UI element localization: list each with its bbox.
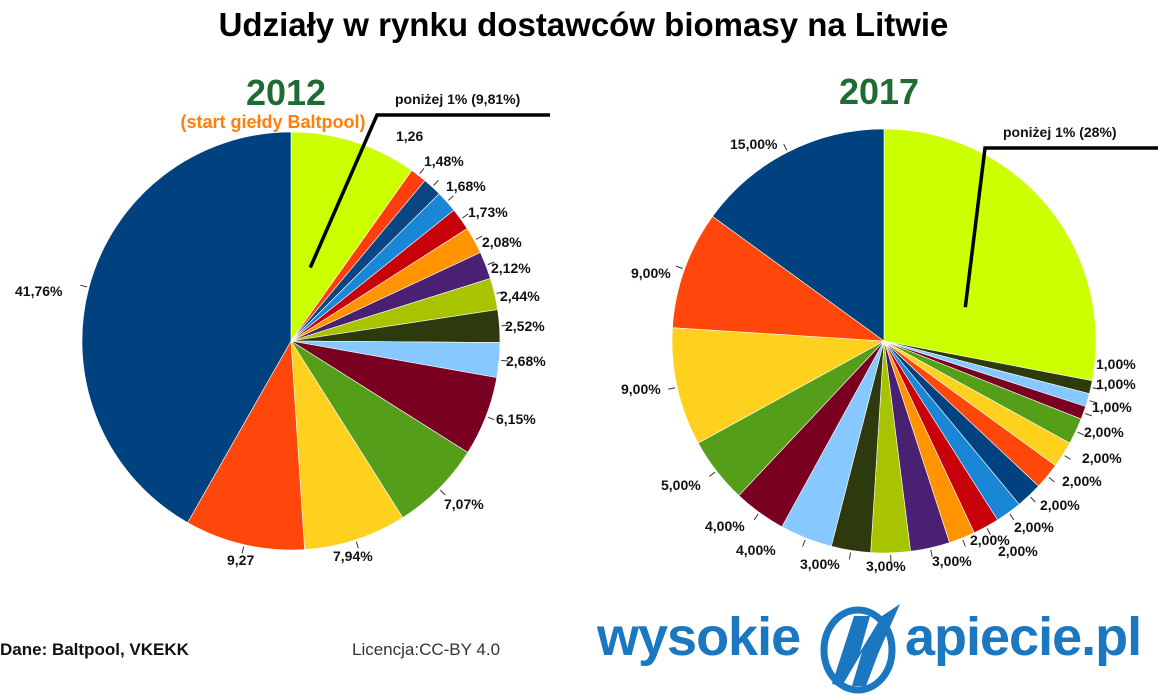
logo-text-right: apiecie.pl [905,606,1141,668]
data-label: 5,00% [661,477,701,493]
data-label: 1,00% [1096,376,1136,392]
data-label: 3,00% [866,558,906,574]
data-label: 7,07% [444,496,484,512]
leader-line [803,540,806,547]
leader-line [754,514,758,520]
leader-line [1085,414,1092,416]
data-label: 9,00% [621,381,661,397]
data-label: 9,27 [227,552,254,568]
leader-line [784,144,787,150]
data-label: 1,00% [1092,399,1132,415]
leader-line [1049,477,1054,482]
site-logo[interactable]: wysokie apiecie.pl [597,604,1157,694]
data-label: poniżej 1% (28%) [1003,124,1117,140]
leader-line [676,266,683,268]
data-label: 2,68% [506,353,546,369]
data-label: 2,08% [482,234,522,250]
data-label: 3,00% [800,556,840,572]
pie-slice-2017-0 [884,129,1096,381]
data-source: Dane: Baltpool, VKEKK [0,640,189,660]
license-text: Licencja:CC-BY 4.0 [352,640,500,660]
leader-line [420,168,424,174]
data-label: 2,12% [491,260,531,276]
data-label: 4,00% [705,518,745,534]
leader-line [709,472,715,476]
data-label: 1,68% [446,178,486,194]
data-label: poniżej 1% (9,81%) [395,91,520,107]
data-label: 1,73% [468,204,508,220]
data-label: 3,00% [932,553,972,569]
leader-line [488,417,495,420]
leader-line [440,490,445,495]
leader-line [80,285,87,287]
data-label: 1,48% [424,153,464,169]
data-label: 2,00% [970,532,1010,548]
data-label: 1,00% [1096,356,1136,372]
data-label: 15,00% [730,136,778,152]
data-label: 7,94% [333,548,373,564]
data-label: 2,44% [500,288,540,304]
data-label: 4,00% [736,542,776,558]
data-label: 41,76% [15,283,63,299]
data-label: 2,00% [1014,519,1054,535]
data-label: 2,00% [1062,473,1102,489]
data-label: 9,00% [631,265,671,281]
data-label: 2,52% [505,318,545,334]
leader-line [434,180,439,185]
pie-chart-2012: 2012(start giełdy Baltpool) poniżej 1% (9… [15,72,550,568]
lightning-n-logo-icon [812,596,912,700]
leader-line [448,196,453,201]
leader-line [963,540,966,547]
chart-subtitle-2012: (start giełdy Baltpool) [180,112,365,132]
pie-chart-2017: 2017 poniżej 1% (28%) 1,00% 1,00% 1,00% 2,00%… [621,71,1158,574]
leader-line [849,552,850,559]
leader-line [668,388,675,390]
data-label: 6,15% [496,411,536,427]
data-label: 1,26 [396,128,423,144]
chart-title-2017: 2017 [839,71,919,112]
leader-line [1065,456,1071,460]
chart-title-2012: 2012 [246,72,326,113]
logo-text-left: wysokie [597,606,800,668]
data-label: 2,00% [1084,424,1124,440]
leader-line [1031,497,1036,502]
data-label: 2,00% [1040,497,1080,513]
data-label: 2,00% [1082,450,1122,466]
